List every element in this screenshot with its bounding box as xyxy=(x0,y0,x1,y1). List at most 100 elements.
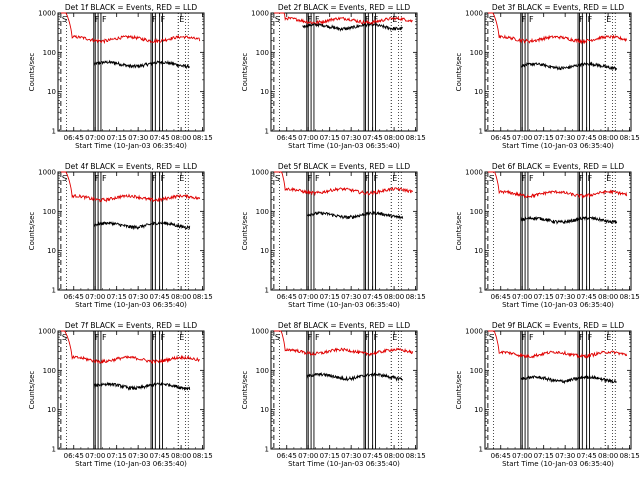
marker-label: S xyxy=(62,333,67,342)
y-tick-label: 1000 xyxy=(251,169,269,177)
x-tick-label: 07:30 xyxy=(341,293,361,301)
x-tick-label: 07:30 xyxy=(128,293,148,301)
y-tick-label: 10 xyxy=(474,406,483,414)
x-tick-label: 08:00 xyxy=(384,452,404,460)
y-tick-label: 1 xyxy=(52,446,56,454)
panel-title: Det 9f BLACK = Events, RED = LLD xyxy=(492,321,625,330)
marker-label: F xyxy=(95,333,100,342)
marker-label: F xyxy=(579,15,584,24)
x-tick-label: 07:15 xyxy=(107,452,127,460)
marker-label: S xyxy=(62,15,67,24)
marker-label: F xyxy=(315,15,320,24)
x-axis-label: Start Time (10-Jan-03 06:35:40) xyxy=(502,301,614,309)
x-tick-label: 06:45 xyxy=(277,134,297,142)
x-tick-label: 08:00 xyxy=(171,452,191,460)
x-tick-label: 07:15 xyxy=(534,134,554,142)
marker-label: F xyxy=(365,333,370,342)
x-axis-label: Start Time (10-Jan-03 06:35:40) xyxy=(502,460,614,468)
y-tick-label: 1 xyxy=(52,287,56,295)
panel-title: Det 5f BLACK = Events, RED = LLD xyxy=(278,162,411,171)
panel-title: Det 2f BLACK = Events, RED = LLD xyxy=(278,3,411,12)
marker-label: F xyxy=(579,174,584,183)
marker-label: F xyxy=(308,174,313,183)
x-tick-label: 07:15 xyxy=(320,452,340,460)
x-tick-label: 07:45 xyxy=(150,293,170,301)
panel-7: Det 7f BLACK = Events, RED = LLD 1 10 100 10… xyxy=(28,321,213,468)
series-line-events xyxy=(306,371,404,382)
series-line-events xyxy=(520,374,618,385)
marker-label: F xyxy=(152,333,157,342)
series-line-lld xyxy=(273,12,413,26)
y-tick-label: 1 xyxy=(479,128,483,136)
panel-6: Det 6f BLACK = Events, RED = LLD 1 10 100 10… xyxy=(455,162,640,309)
marker-label: F xyxy=(522,15,527,24)
x-tick-label: 08:15 xyxy=(405,452,425,460)
x-tick-label: 08:00 xyxy=(598,134,618,142)
marker-label: F xyxy=(522,174,527,183)
series-line-events xyxy=(306,210,404,221)
marker-label: S xyxy=(489,174,494,183)
marker-label: F xyxy=(152,174,157,183)
series-line-events xyxy=(93,381,191,392)
x-tick-label: 07:15 xyxy=(534,293,554,301)
marker-label: F xyxy=(588,174,593,183)
y-tick-label: 100 xyxy=(470,208,483,216)
x-tick-label: 06:45 xyxy=(64,452,84,460)
series-line-lld xyxy=(60,12,201,45)
marker-label: E xyxy=(392,174,397,183)
y-axis-label: Counts/sec xyxy=(455,371,463,410)
panel-title: Det 6f BLACK = Events, RED = LLD xyxy=(492,162,625,171)
panel-title: Det 8f BLACK = Events, RED = LLD xyxy=(278,321,411,330)
y-tick-label: 10 xyxy=(474,88,483,96)
x-axis-label: Start Time (10-Jan-03 06:35:40) xyxy=(75,460,187,468)
y-axis-label: Counts/sec xyxy=(28,53,36,92)
x-axis-label: Start Time (10-Jan-03 06:35:40) xyxy=(288,460,400,468)
marker-label: F xyxy=(365,15,370,24)
y-axis-label: Counts/sec xyxy=(28,212,36,251)
x-tick-label: 07:00 xyxy=(298,134,318,142)
y-tick-label: 10 xyxy=(260,406,269,414)
series-line-lld xyxy=(487,330,628,359)
marker-label: F xyxy=(308,333,313,342)
marker-label: E xyxy=(606,333,611,342)
marker-label: F xyxy=(588,333,593,342)
plot-frame xyxy=(484,330,632,450)
marker-label: F xyxy=(529,174,534,183)
y-tick-label: 1 xyxy=(52,128,56,136)
plot-frame xyxy=(484,12,632,132)
y-tick-label: 1 xyxy=(265,446,269,454)
marker-label: F xyxy=(152,15,157,24)
x-axis-label: Start Time (10-Jan-03 06:35:40) xyxy=(75,142,187,150)
y-tick-label: 100 xyxy=(43,367,56,375)
marker-label: S xyxy=(62,174,67,183)
series-line-events xyxy=(302,21,404,32)
y-tick-label: 1000 xyxy=(465,10,483,18)
x-tick-label: 07:00 xyxy=(512,134,532,142)
marker-label: F xyxy=(95,174,100,183)
x-tick-label: 07:45 xyxy=(577,293,597,301)
y-axis-label: Counts/sec xyxy=(241,371,249,410)
panel-title: Det 3f BLACK = Events, RED = LLD xyxy=(492,3,625,12)
x-tick-label: 08:15 xyxy=(619,134,639,142)
marker-label: E xyxy=(606,15,611,24)
x-tick-label: 08:00 xyxy=(384,134,404,142)
x-tick-label: 07:30 xyxy=(341,134,361,142)
y-tick-label: 10 xyxy=(47,247,56,255)
y-tick-label: 100 xyxy=(256,49,269,57)
panel-9: Det 9f BLACK = Events, RED = LLD 1 10 100 10… xyxy=(455,321,640,468)
x-tick-label: 06:45 xyxy=(64,134,84,142)
y-tick-label: 10 xyxy=(47,88,56,96)
marker-label: F xyxy=(579,333,584,342)
marker-label: E xyxy=(179,15,184,24)
plot-frame xyxy=(57,171,205,291)
x-tick-label: 07:30 xyxy=(555,134,575,142)
x-tick-label: 07:30 xyxy=(341,452,361,460)
panel-3: Det 3f BLACK = Events, RED = LLD 1 10 100 10… xyxy=(455,3,640,150)
marker-label: F xyxy=(102,15,107,24)
y-axis-label: Counts/sec xyxy=(28,371,36,410)
x-tick-label: 07:15 xyxy=(534,452,554,460)
y-tick-label: 100 xyxy=(43,49,56,57)
series-line-events xyxy=(93,59,191,70)
y-tick-label: 100 xyxy=(256,208,269,216)
